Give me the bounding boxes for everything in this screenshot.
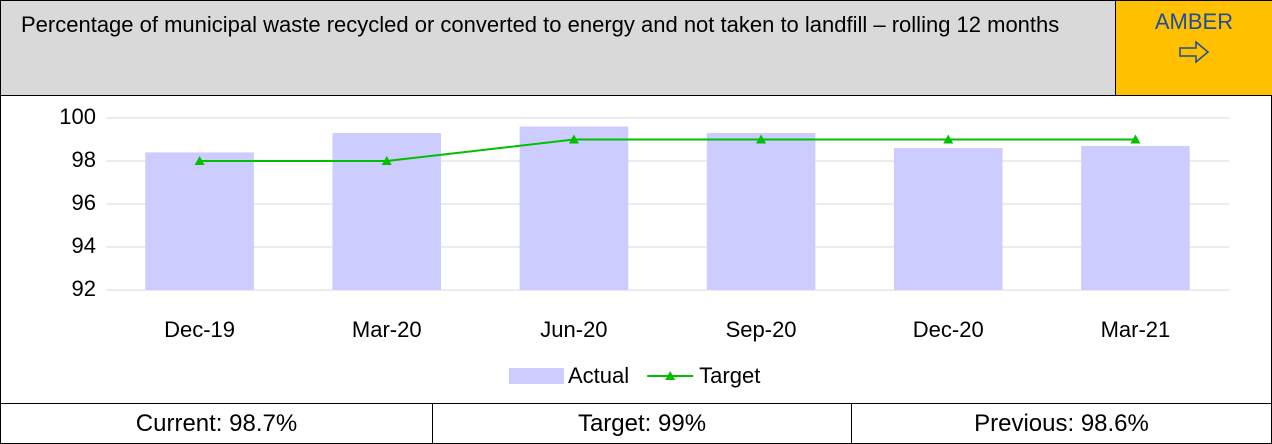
header: Percentage of municipal waste recycled o…: [1, 1, 1272, 96]
x-tick-label: Sep-20: [726, 317, 797, 342]
x-tick-label: Dec-19: [164, 317, 235, 342]
legend-label: Target: [699, 363, 760, 388]
previous-cell: Previous: 98.6%: [974, 410, 1149, 437]
bar: [145, 152, 254, 290]
current-cell: Current: 98.7%: [1, 404, 433, 444]
y-tick-label: 98: [72, 147, 96, 172]
chart-title: Percentage of municipal waste recycled o…: [21, 12, 1060, 37]
bar: [893, 148, 1003, 290]
legend-swatch: [509, 368, 564, 384]
x-tick-label: Mar-20: [352, 317, 422, 342]
line-marker: [1130, 134, 1141, 144]
line-marker: [194, 156, 205, 165]
target-cell: Target: 99%: [433, 404, 852, 444]
line-marker: [665, 371, 676, 380]
chart: 92 94 96 98 100 Dec-19 Mar-20 Jun-20 Sep-20 Dec-2…: [59, 104, 1229, 388]
bar: [706, 133, 816, 290]
x-tick-label: Jun-20: [540, 317, 607, 342]
line-marker: [756, 134, 767, 144]
x-tick-label: Mar-21: [1101, 317, 1171, 342]
line-marker: [568, 134, 579, 144]
y-tick-label: 96: [72, 190, 96, 215]
status-badge: AMBER: [1115, 1, 1272, 95]
bar: [519, 126, 629, 290]
y-tick-label: 92: [72, 276, 96, 301]
arrow-icon: [1179, 40, 1210, 64]
y-tick-label: 100: [59, 104, 96, 129]
status-label: AMBER: [1154, 9, 1234, 34]
x-tick-label: Dec-20: [913, 317, 984, 342]
bar: [1081, 145, 1190, 290]
footer: Current: 98.7% Target: 99% Previous: 98.…: [1, 403, 1271, 444]
line-marker: [943, 134, 954, 144]
line-marker: [381, 156, 392, 165]
y-tick-label: 94: [72, 233, 96, 258]
legend-label: Actual: [568, 363, 629, 388]
target-line: [199, 138, 1136, 162]
